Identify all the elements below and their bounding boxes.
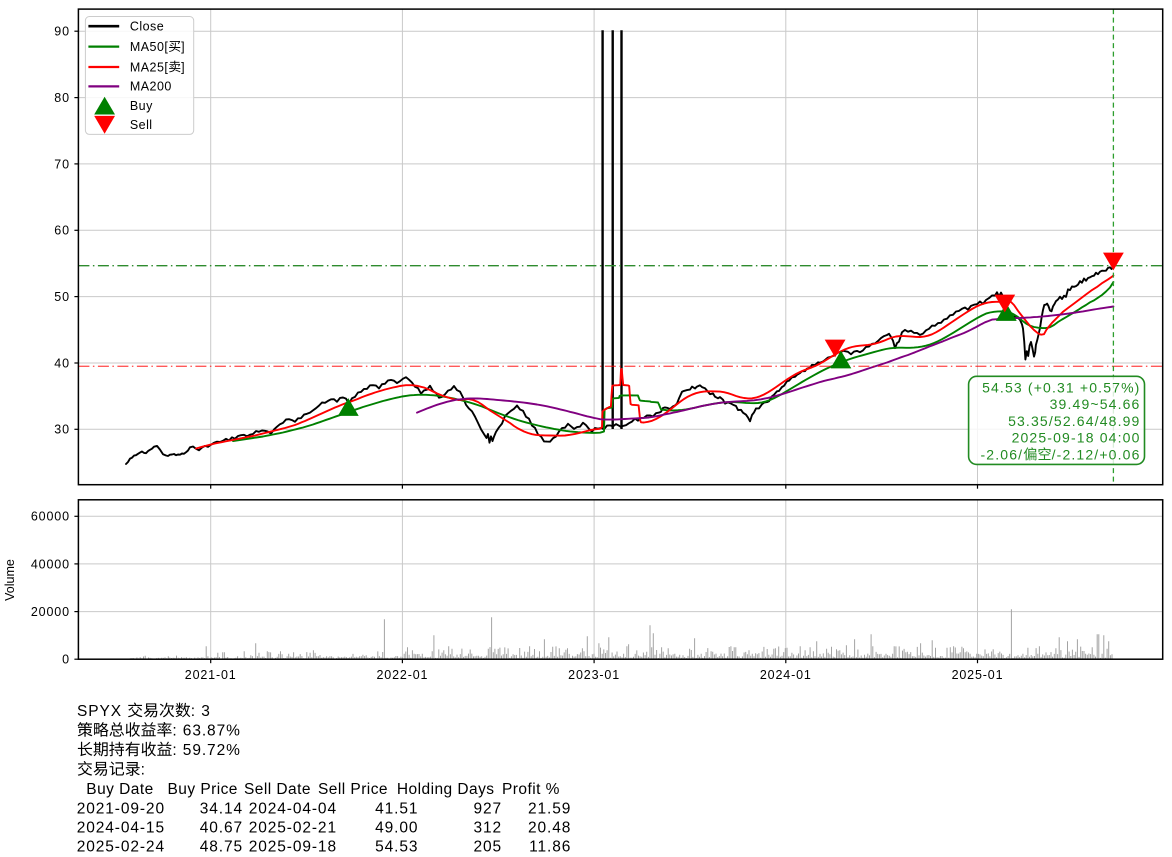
svg-text:2021-09-20: 2021-09-20 (77, 801, 165, 818)
svg-text:/-2.12/+0.06: /-2.12/+0.06 (1052, 446, 1141, 462)
svg-text:Sell Date: Sell Date (244, 781, 311, 798)
svg-text:]: ] (181, 40, 185, 54)
svg-text:2025-09-18: 2025-09-18 (249, 839, 337, 856)
svg-text:927: 927 (473, 801, 502, 818)
svg-text:60000: 60000 (31, 510, 70, 524)
svg-text:2021-01: 2021-01 (185, 668, 237, 682)
svg-text:2025-09-18 04:00: 2025-09-18 04:00 (1012, 430, 1141, 446)
svg-text:20000: 20000 (31, 605, 70, 619)
svg-text:21.59: 21.59 (528, 801, 571, 818)
svg-text:50: 50 (54, 290, 70, 304)
svg-text:54.53: 54.53 (375, 839, 418, 856)
svg-text:20.48: 20.48 (528, 820, 571, 837)
svg-text:Holding Days: Holding Days (397, 781, 495, 798)
svg-text:41.51: 41.51 (375, 801, 418, 818)
svg-text:40000: 40000 (31, 557, 70, 571)
svg-text:34.14: 34.14 (200, 801, 243, 818)
svg-text:2024-04-04: 2024-04-04 (249, 801, 337, 818)
svg-text:2022-01: 2022-01 (376, 668, 428, 682)
svg-text:60: 60 (54, 224, 70, 238)
svg-text:Close: Close (130, 20, 164, 34)
svg-text::: : (141, 762, 146, 779)
svg-text:MA25[: MA25[ (130, 60, 168, 74)
svg-text:48.75: 48.75 (200, 839, 243, 856)
svg-text:40: 40 (54, 356, 70, 370)
svg-text:0: 0 (62, 653, 70, 667)
svg-text:Buy Date: Buy Date (86, 781, 153, 798)
svg-text:Sell: Sell (130, 118, 153, 132)
svg-text:39.49~54.66: 39.49~54.66 (1050, 396, 1141, 412)
svg-text:Buy Price: Buy Price (168, 781, 238, 798)
svg-text:2024-01: 2024-01 (760, 668, 812, 682)
svg-text:Sell Price: Sell Price (318, 781, 388, 798)
svg-text:]: ] (181, 60, 185, 74)
svg-text:54.53 (+0.31 +0.57%): 54.53 (+0.31 +0.57%) (982, 380, 1140, 396)
svg-text:2024-04-15: 2024-04-15 (77, 820, 165, 837)
svg-text:2023-01: 2023-01 (568, 668, 620, 682)
svg-text:: 3: : 3 (191, 703, 211, 720)
svg-text:80: 80 (54, 91, 70, 105)
svg-text:70: 70 (54, 157, 70, 171)
svg-text:40.67: 40.67 (200, 820, 243, 837)
svg-text:90: 90 (54, 25, 70, 39)
svg-text:: 63.87%: : 63.87% (172, 723, 240, 740)
svg-text:: 59.72%: : 59.72% (172, 742, 240, 759)
svg-text:53.35/52.64/48.99: 53.35/52.64/48.99 (1008, 413, 1140, 429)
svg-text:49.00: 49.00 (375, 820, 418, 837)
svg-text:205: 205 (473, 839, 502, 856)
svg-text:2025-02-21: 2025-02-21 (249, 820, 337, 837)
svg-text:Buy: Buy (130, 99, 153, 113)
svg-text:-2.06/: -2.06/ (981, 446, 1024, 462)
svg-text:MA200: MA200 (130, 80, 172, 94)
svg-text:Profit %: Profit % (502, 781, 560, 798)
svg-text:Volume: Volume (3, 559, 17, 601)
svg-text:312: 312 (473, 820, 502, 837)
svg-text:2025-02-24: 2025-02-24 (77, 839, 165, 856)
svg-text:SPYX: SPYX (77, 703, 127, 720)
svg-text:2025-01: 2025-01 (952, 668, 1004, 682)
svg-text:30: 30 (54, 423, 70, 437)
svg-text:MA50[: MA50[ (130, 40, 168, 54)
svg-text:11.86: 11.86 (529, 839, 571, 856)
